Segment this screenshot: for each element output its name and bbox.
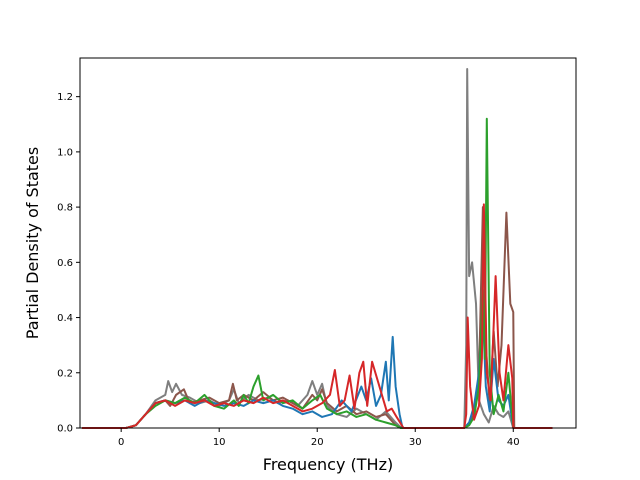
plot-frame <box>79 57 577 429</box>
y-tick-label: 0.8 <box>57 203 73 214</box>
y-tick-label: 1.0 <box>57 147 73 158</box>
x-tick-label: 0 <box>118 437 124 448</box>
x-tick-label: 20 <box>311 437 324 448</box>
y-tick-label: 0.4 <box>57 313 73 324</box>
series-line-5 <box>81 203 553 429</box>
x-axis-ticks: 0 10 20 30 40 <box>118 428 520 448</box>
x-axis-label: Frequency (THz) <box>263 455 393 474</box>
series-line-1 <box>81 68 553 429</box>
series-layer <box>81 68 553 429</box>
y-axis-label: Partial Density of States <box>23 147 42 339</box>
y-tick-label: 0.2 <box>57 368 73 379</box>
y-tick-label: 0.6 <box>57 258 73 269</box>
y-tick-label: 1.2 <box>57 92 73 103</box>
y-axis-ticks: 0.0 0.2 0.4 0.6 0.8 1.0 1.2 <box>57 92 80 435</box>
x-tick-label: 30 <box>409 437 422 448</box>
x-tick-label: 40 <box>507 437 520 448</box>
x-tick-label: 10 <box>213 437 226 448</box>
y-tick-label: 0.0 <box>57 424 73 435</box>
plot-background <box>80 58 576 428</box>
